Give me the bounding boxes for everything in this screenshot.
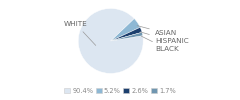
Text: WHITE: WHITE <box>64 21 96 45</box>
Legend: 90.4%, 5.2%, 2.6%, 1.7%: 90.4%, 5.2%, 2.6%, 1.7% <box>62 85 178 97</box>
Wedge shape <box>111 19 140 41</box>
Wedge shape <box>78 8 143 73</box>
Text: ASIAN: ASIAN <box>137 26 177 36</box>
Text: HISPANIC: HISPANIC <box>140 32 189 44</box>
Text: BLACK: BLACK <box>141 36 179 52</box>
Wedge shape <box>111 27 142 41</box>
Wedge shape <box>111 32 143 41</box>
